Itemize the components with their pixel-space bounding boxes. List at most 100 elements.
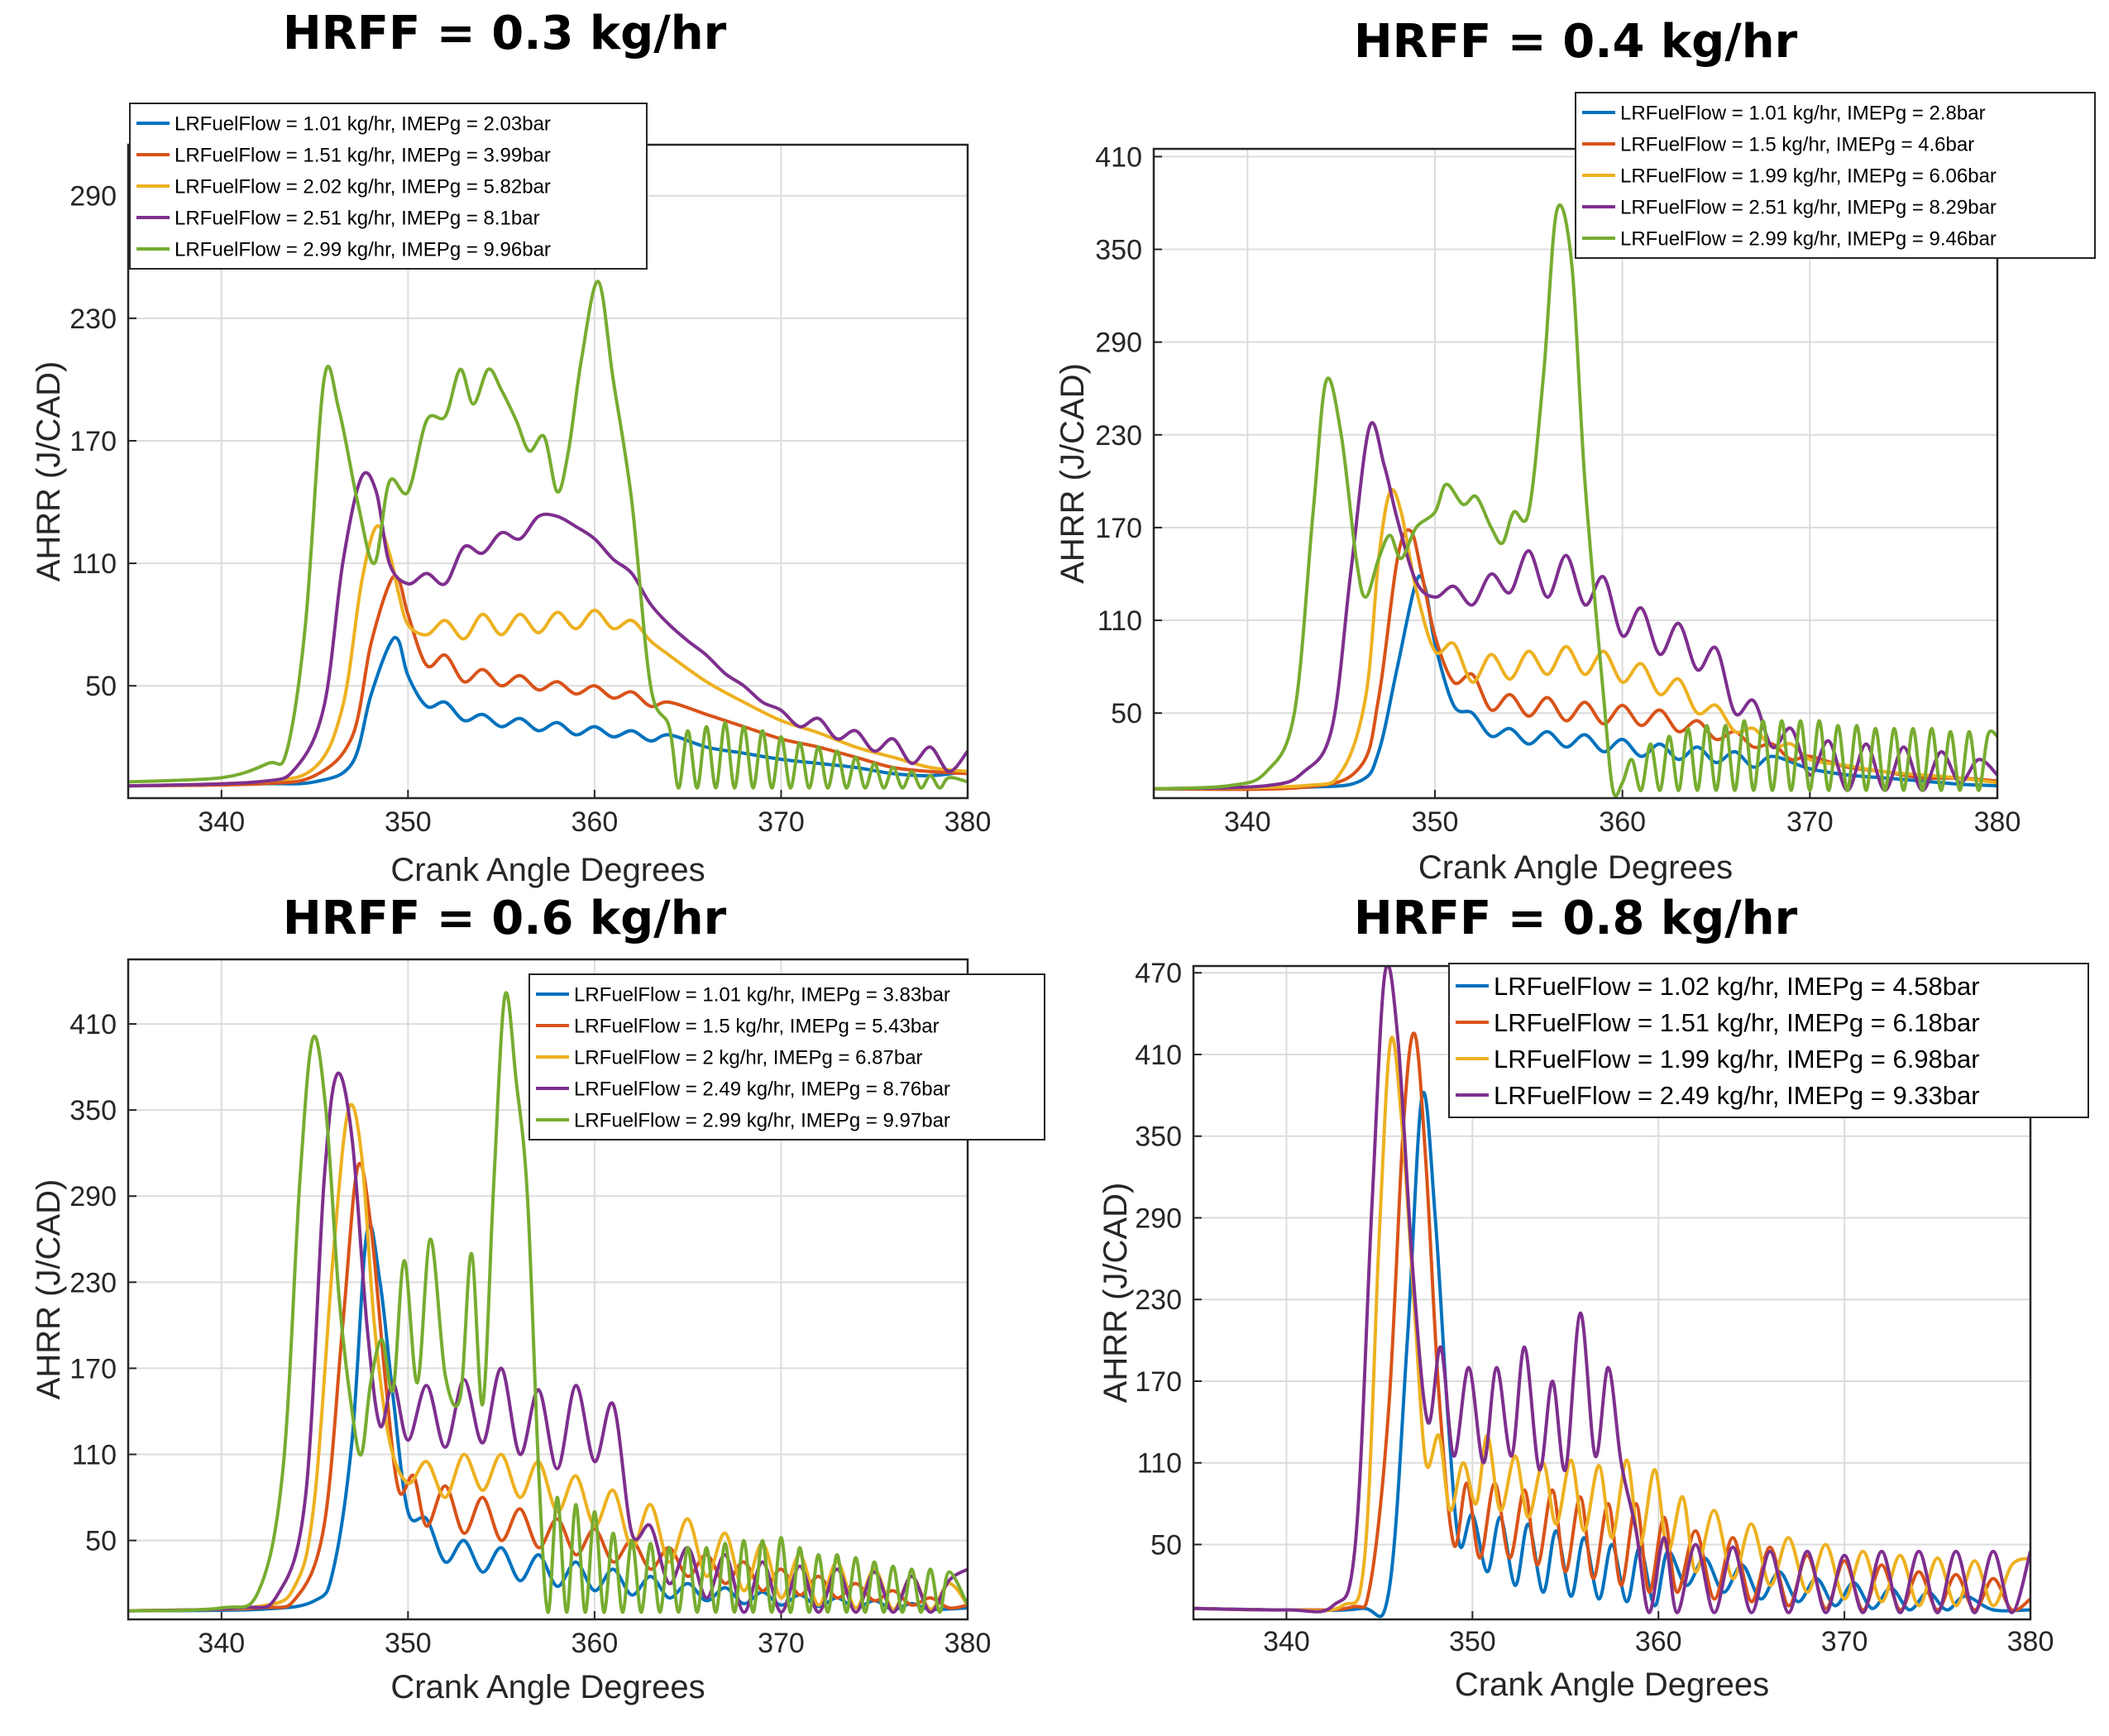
- legend-entry: LRFuelFlow = 1.99 kg/hr, IMEPg = 6.98bar: [1494, 1045, 1980, 1074]
- series-line: [128, 635, 968, 788]
- legend-entry: LRFuelFlow = 2.49 kg/hr, IMEPg = 8.76bar: [574, 1078, 950, 1101]
- x-tick-label: 350: [385, 806, 432, 838]
- legend-entry: LRFuelFlow = 2.49 kg/hr, IMEPg = 9.33bar: [1494, 1081, 1980, 1110]
- legend-entry: LRFuelFlow = 1.02 kg/hr, IMEPg = 4.58bar: [1494, 972, 1980, 1001]
- legend-box: [1448, 963, 2089, 1118]
- legend-entry: LRFuelFlow = 1.01 kg/hr, IMEPg = 2.8bar: [1620, 103, 1986, 125]
- x-tick-label: 360: [571, 1628, 619, 1659]
- x-tick-label: 370: [1821, 1626, 1868, 1657]
- y-tick-label: 350: [1095, 234, 1142, 265]
- y-axis-label: AHRR (J/CAD): [1054, 363, 1091, 584]
- y-tick-label: 170: [1095, 513, 1142, 544]
- series-line: [1154, 421, 1997, 792]
- legend: LRFuelFlow = 1.02 kg/hr, IMEPg = 4.58bar…: [1448, 963, 2089, 1118]
- y-tick-label: 170: [1135, 1366, 1182, 1398]
- panel-title: HRFF = 0.8 kg/hr: [1353, 892, 1798, 945]
- legend-entry: LRFuelFlow = 1.51 kg/hr, IMEPg = 3.99bar: [175, 145, 551, 167]
- y-tick-label: 290: [1095, 328, 1142, 359]
- series-line: [128, 471, 968, 788]
- legend-entry: LRFuelFlow = 2.02 kg/hr, IMEPg = 5.82bar: [175, 176, 551, 198]
- x-tick-label: 350: [1449, 1626, 1496, 1657]
- y-tick-label: 170: [69, 1353, 117, 1384]
- x-tick-label: 340: [198, 806, 245, 838]
- y-tick-label: 410: [69, 1009, 117, 1040]
- y-axis-label: AHRR (J/CAD): [31, 1179, 67, 1400]
- series-line: [1154, 488, 1997, 791]
- chart-panel: 340 350 360 370 380 50 110 170 230 290 350 410 470 Cr…: [1098, 958, 2089, 1703]
- series-line: [128, 1161, 968, 1613]
- series-line: [128, 524, 968, 788]
- y-tick-label: 470: [1135, 958, 1182, 989]
- y-tick-label: 50: [1150, 1529, 1182, 1561]
- x-tick-label: 360: [1599, 806, 1646, 838]
- y-tick-label: 290: [1135, 1203, 1182, 1234]
- x-tick-label: 350: [385, 1628, 432, 1659]
- legend-entry: LRFuelFlow = 2.51 kg/hr, IMEPg = 8.1bar: [175, 208, 540, 230]
- x-tick-label: 340: [1263, 1626, 1310, 1657]
- y-tick-label: 50: [85, 1526, 117, 1557]
- legend-entry: LRFuelFlow = 2.51 kg/hr, IMEPg = 8.29bar: [1620, 197, 1997, 219]
- x-tick-label: 380: [2007, 1626, 2054, 1657]
- x-tick-label: 380: [945, 1628, 992, 1659]
- axes-frame: [127, 958, 969, 1621]
- series-line: [128, 991, 968, 1614]
- x-tick-label: 360: [1635, 1626, 1682, 1657]
- x-tick-label: 340: [1224, 806, 1271, 838]
- legend-entry: LRFuelFlow = 1.5 kg/hr, IMEPg = 5.43bar: [574, 1016, 940, 1038]
- series-line: [128, 1071, 968, 1614]
- y-tick-label: 290: [69, 1181, 117, 1212]
- legend-box: [528, 973, 1045, 1141]
- y-tick-label: 230: [1095, 420, 1142, 452]
- series-line: [128, 574, 968, 788]
- chart-panel: 340 350 360 370 380 50 110 170 230 290 Crank Angle…: [31, 103, 991, 888]
- y-tick-label: 290: [69, 181, 117, 213]
- legend-entry: LRFuelFlow = 1.99 kg/hr, IMEPg = 6.06bar: [1620, 165, 1997, 188]
- x-tick-label: 370: [758, 1628, 805, 1659]
- legend-entry: LRFuelFlow = 1.51 kg/hr, IMEPg = 6.18bar: [1494, 1008, 1980, 1037]
- y-tick-label: 170: [69, 426, 117, 457]
- legend-entry: LRFuelFlow = 1.01 kg/hr, IMEPg = 2.03bar: [175, 113, 551, 136]
- y-tick-label: 50: [85, 671, 117, 702]
- y-tick-label: 410: [1135, 1040, 1182, 1071]
- y-tick-label: 50: [1111, 698, 1142, 729]
- y-axis-label: AHRR (J/CAD): [31, 361, 67, 582]
- panel-title: HRFF = 0.3 kg/hr: [282, 7, 727, 60]
- x-axis-label: Crank Angle Degrees: [390, 1669, 705, 1705]
- legend-entry: LRFuelFlow = 1.5 kg/hr, IMEPg = 4.6bar: [1620, 134, 1974, 156]
- legend-entry: LRFuelFlow = 2 kg/hr, IMEPg = 6.87bar: [574, 1047, 923, 1069]
- y-tick-label: 110: [1137, 1448, 1182, 1480]
- y-tick-label: 230: [69, 304, 117, 335]
- x-tick-label: 350: [1412, 806, 1459, 838]
- series-line: [1154, 203, 1997, 798]
- legend: LRFuelFlow = 1.01 kg/hr, IMEPg = 3.83bar…: [528, 973, 1045, 1141]
- x-tick-label: 380: [1974, 806, 2021, 838]
- legend-entry: LRFuelFlow = 2.99 kg/hr, IMEPg = 9.96bar: [175, 239, 551, 261]
- y-tick-label: 110: [1098, 605, 1142, 637]
- y-tick-label: 230: [69, 1267, 117, 1298]
- chart-panel: 340 350 360 370 380 50 110 170 230 290 350 410 Crank…: [31, 958, 1045, 1705]
- y-tick-label: 350: [69, 1095, 117, 1126]
- legend: LRFuelFlow = 1.01 kg/hr, IMEPg = 2.03bar…: [129, 103, 648, 270]
- legend-entry: LRFuelFlow = 2.99 kg/hr, IMEPg = 9.46bar: [1620, 228, 1997, 251]
- x-tick-label: 360: [571, 806, 619, 838]
- legend-box: [129, 103, 648, 270]
- chart-panel: 340 350 360 370 380 50 110 170 230 290 350 410 Crank…: [1054, 92, 2096, 886]
- panel-title: HRFF = 0.4 kg/hr: [1353, 15, 1798, 69]
- x-axis-label: Crank Angle Degrees: [1418, 849, 1733, 886]
- y-tick-label: 110: [72, 548, 117, 580]
- x-tick-label: 340: [198, 1628, 245, 1659]
- series-line: [1154, 528, 1997, 791]
- y-axis-label: AHRR (J/CAD): [1098, 1183, 1134, 1404]
- y-tick-label: 110: [72, 1440, 117, 1471]
- legend-entry: LRFuelFlow = 1.01 kg/hr, IMEPg = 3.83bar: [574, 984, 950, 1007]
- legend-entry: LRFuelFlow = 2.99 kg/hr, IMEPg = 9.97bar: [574, 1110, 950, 1132]
- y-tick-label: 350: [1135, 1121, 1182, 1153]
- x-tick-label: 380: [945, 806, 992, 838]
- x-tick-label: 370: [1786, 806, 1834, 838]
- series-line: [1193, 966, 2030, 1614]
- series-line: [128, 280, 968, 790]
- legend: LRFuelFlow = 1.01 kg/hr, IMEPg = 2.8bar L…: [1575, 92, 2096, 259]
- panel-title: HRFF = 0.6 kg/hr: [282, 892, 727, 945]
- x-tick-label: 370: [758, 806, 805, 838]
